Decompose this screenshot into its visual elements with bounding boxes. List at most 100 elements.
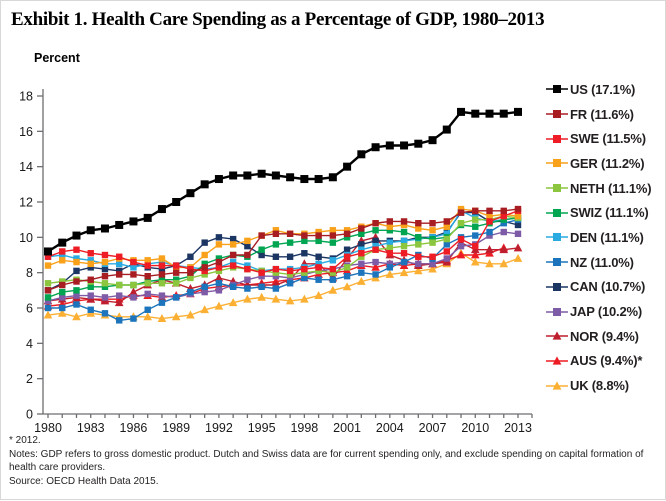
data-point	[130, 315, 137, 322]
data-point	[215, 234, 223, 241]
legend-label-UK: UK (8.8%)	[570, 378, 629, 394]
data-point	[101, 310, 109, 317]
data-point	[358, 260, 365, 268]
legend-item-SWE: SWE (11.5%)	[546, 126, 664, 151]
data-point	[400, 218, 408, 225]
data-point	[172, 276, 180, 283]
data-point	[144, 290, 151, 298]
data-point	[73, 258, 80, 266]
data-point	[59, 288, 66, 296]
legend-item-NZ: NZ (11.0%)	[546, 250, 664, 275]
nz-legend-marker-icon	[546, 258, 568, 267]
data-point	[73, 301, 80, 308]
y-tick-label: 12	[19, 196, 33, 210]
neth-legend-marker-icon	[546, 184, 568, 193]
data-point	[500, 212, 507, 220]
data-point	[443, 218, 450, 225]
series-US	[44, 107, 522, 256]
data-point	[429, 253, 436, 260]
data-point	[386, 227, 394, 234]
data-point	[244, 265, 251, 273]
data-point	[116, 260, 123, 268]
data-point	[59, 281, 66, 289]
data-point	[301, 232, 308, 239]
data-point	[272, 253, 280, 260]
data-point	[257, 169, 266, 178]
data-point	[73, 278, 80, 285]
legend-item-AUS: AUS (9.4%)*	[546, 349, 664, 374]
data-point	[329, 227, 337, 234]
data-point	[214, 301, 224, 310]
data-point	[44, 247, 52, 256]
data-point	[386, 218, 394, 225]
data-point	[343, 264, 351, 271]
data-point	[158, 280, 166, 287]
data-point	[73, 255, 80, 262]
x-tick-label: 2010	[461, 421, 489, 435]
data-point	[372, 237, 379, 245]
data-point	[258, 246, 265, 253]
data-point	[130, 271, 137, 278]
chart-title: Exhibit 1. Health Care Spending as a Per…	[11, 9, 545, 30]
data-point	[358, 253, 365, 260]
data-point	[171, 312, 181, 321]
data-point	[215, 241, 223, 248]
data-point	[301, 265, 308, 273]
axes	[37, 89, 533, 418]
data-point	[457, 205, 465, 213]
data-point	[400, 258, 408, 266]
data-point	[59, 257, 66, 264]
data-point	[315, 253, 322, 260]
data-point	[158, 292, 166, 299]
data-point	[144, 273, 151, 280]
data-point	[200, 180, 209, 189]
aus-legend-marker-icon	[546, 356, 568, 365]
data-point	[343, 227, 351, 234]
data-point	[87, 283, 94, 290]
legend-label-US: US (17.1%)	[570, 81, 636, 97]
can-legend-marker-icon	[546, 282, 568, 291]
data-point	[372, 220, 379, 227]
data-point	[144, 280, 151, 287]
chart-footnotes: * 2012. Notes: GDP refers to gross domes…	[9, 434, 659, 488]
data-point	[158, 262, 166, 269]
data-point	[443, 230, 450, 237]
data-point	[186, 310, 195, 319]
data-point	[143, 312, 152, 321]
legend-label-NZ: NZ (11.0%)	[570, 254, 634, 270]
data-point	[229, 241, 237, 248]
data-point	[201, 288, 208, 296]
data-point	[143, 213, 152, 222]
fr-legend-marker-icon	[546, 110, 568, 119]
legend-label-JAP: JAP (10.2%)	[570, 304, 642, 320]
data-point	[343, 246, 351, 253]
data-point	[229, 262, 237, 269]
data-point	[343, 162, 352, 171]
data-point	[272, 241, 280, 248]
data-point	[158, 276, 166, 283]
x-tick-label: 1986	[120, 421, 148, 435]
data-point	[443, 241, 450, 248]
y-tick-label: 16	[19, 125, 33, 139]
data-point	[129, 217, 138, 226]
data-point	[158, 258, 166, 266]
data-point	[44, 297, 52, 305]
data-point	[358, 241, 365, 248]
data-point	[158, 255, 166, 262]
data-point	[456, 250, 466, 259]
legend-item-SWIZ: SWIZ (11.1%)	[546, 200, 664, 225]
legend-item-FR: FR (11.6%)	[546, 102, 664, 127]
data-point	[187, 288, 194, 296]
data-point	[101, 283, 109, 290]
data-point	[158, 265, 166, 273]
data-point	[215, 258, 223, 266]
y-axis-title: Percent	[34, 51, 80, 65]
legend-label-AUS: AUS (9.4%)*	[570, 353, 643, 369]
data-point	[44, 304, 52, 312]
data-point	[272, 285, 280, 292]
data-point	[500, 220, 507, 227]
data-point	[315, 237, 322, 245]
data-point	[101, 294, 109, 301]
data-point	[386, 264, 394, 271]
data-point	[514, 212, 522, 220]
